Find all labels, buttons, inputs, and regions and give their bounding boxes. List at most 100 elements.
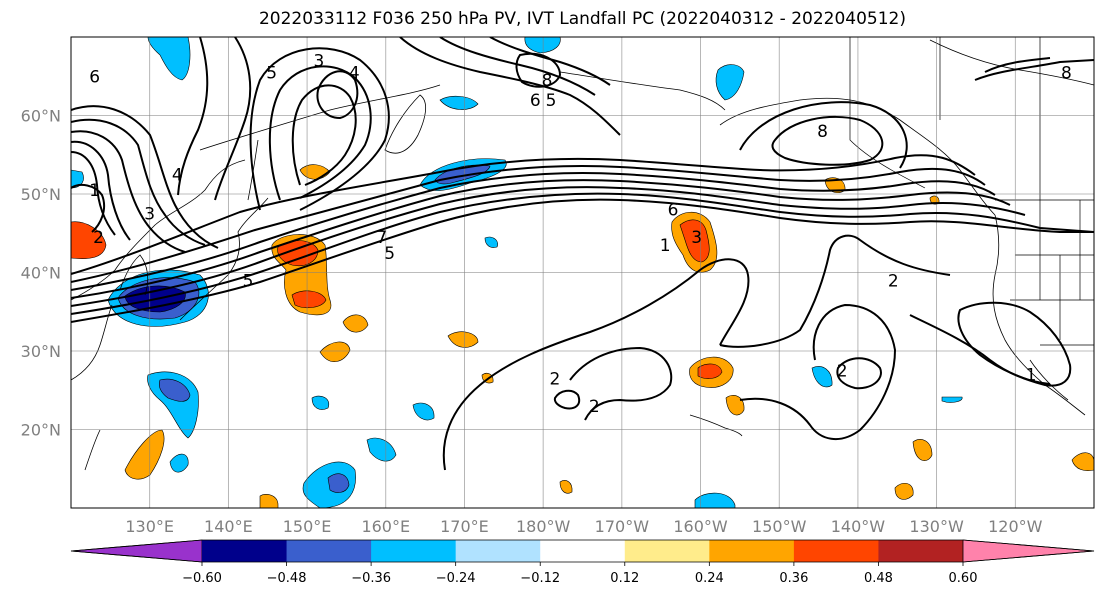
gridlines	[71, 37, 1094, 508]
pv-patch-positive-scs	[124, 429, 165, 480]
contour-label: 5	[546, 91, 557, 111]
colorbar-segment	[793, 540, 879, 562]
contour-label: 8	[817, 122, 828, 142]
contour-jet-2	[71, 192, 1094, 315]
contour-label: 3	[144, 205, 155, 225]
pv-patch-negative-small3	[941, 396, 963, 403]
latitude-tick-labels: 60°N 50°N 40°N 30°N 20°N	[21, 107, 61, 440]
colorbar-tick-label: 0.12	[610, 571, 639, 586]
pv-patch-positive-p3	[447, 331, 479, 348]
contour-label: 2	[93, 228, 104, 248]
colorbar-segment	[455, 540, 541, 562]
contour-label: 3	[691, 228, 702, 248]
colorbar-segment	[878, 540, 964, 562]
coastline-japan	[179, 197, 269, 321]
contour-subtropic-4	[957, 301, 1072, 387]
map-frame	[70, 36, 1095, 509]
contour-jet-4	[71, 179, 1011, 299]
contour-low-3	[291, 84, 357, 186]
pv-patch-negative-pac3	[412, 402, 435, 421]
colorbar-segment	[286, 540, 372, 562]
longitude-tick-label: 140°E	[204, 517, 253, 536]
ivt-contours	[71, 37, 1094, 471]
contour-alaska-high	[771, 116, 884, 166]
contour-arctic-2	[439, 37, 596, 96]
coastline-kamchatka	[384, 94, 427, 154]
contour-jet-7	[71, 154, 976, 275]
contour-label: 4	[349, 63, 360, 83]
longitude-tick-label: 170°E	[440, 517, 489, 536]
contour-north-2	[71, 118, 206, 246]
pv-patch-negative-pac6	[169, 453, 189, 473]
longitude-tick-label: 120°W	[988, 517, 1043, 536]
coastline-asia-east	[71, 159, 246, 301]
pv-patch-positive-p2	[342, 314, 369, 333]
contour-low-5	[214, 37, 252, 201]
contour-label: 8	[1061, 63, 1072, 83]
longitude-tick-label: 150°E	[283, 517, 332, 536]
border-canada-prov	[939, 37, 1041, 200]
coastline-korea	[119, 254, 149, 296]
pv-patch-negative-pac4	[811, 366, 833, 388]
contour-north-3	[71, 130, 186, 253]
latitude-tick-label: 60°N	[21, 107, 61, 126]
contour-label: 1	[1026, 366, 1037, 386]
longitude-tick-label: 160°E	[361, 517, 410, 536]
contour-north-1	[71, 105, 219, 249]
colorbar-tick-label: −0.24	[436, 571, 476, 586]
longitude-tick-label: 130°W	[909, 517, 964, 536]
pv-patch-positive-p6	[1071, 452, 1094, 471]
pv-patch-negative-small1	[311, 395, 330, 410]
contour-low-1	[249, 47, 390, 211]
contour-label: 5	[266, 63, 277, 83]
contour-label: 2	[589, 397, 600, 417]
contour-subtropic-3	[739, 303, 897, 440]
pv-patch-positive-west	[71, 221, 107, 259]
colorbar-tick-label: −0.48	[267, 571, 307, 586]
contour-ne-1	[974, 59, 1094, 81]
contour-label: 2	[888, 271, 899, 291]
contour-closed-2b	[553, 389, 581, 410]
pv-patch-negative-alaska	[715, 64, 745, 101]
contour-subtropic-5	[909, 314, 1051, 385]
contour-subtropic-1	[442, 258, 750, 471]
contour-alaska-2	[739, 101, 908, 169]
colorbar-segment	[540, 540, 626, 562]
contour-low-4	[316, 70, 359, 120]
contour-jet-1	[71, 198, 1094, 323]
colorbar-extend-high	[962, 539, 1095, 563]
pv-patch-positive-p11	[559, 480, 573, 494]
latitude-tick-label: 50°N	[21, 185, 61, 204]
pv-patch-positive-p12	[894, 482, 914, 500]
coastline-philippines	[84, 429, 101, 471]
colorbar-extend-low	[70, 539, 203, 563]
pv-patch-negative-small2	[484, 236, 498, 248]
longitude-tick-labels: 130°E 140°E 150°E 160°E 170°E 180°W 170°W 160°W…	[125, 517, 1042, 536]
contour-low-2	[268, 65, 372, 201]
colorbar-tick-label: 0.36	[779, 571, 808, 586]
coastline-hawaii	[689, 414, 743, 437]
contour-jet-6	[71, 165, 986, 283]
longitude-tick-label: 160°W	[673, 517, 728, 536]
pv-patch-negative-pac2	[366, 437, 397, 462]
contour-label: 5	[384, 244, 395, 264]
pv-patch-positive-hawaii-core	[697, 363, 723, 379]
coastline-canada	[929, 39, 1094, 86]
pv-patch-positive-p5	[912, 439, 933, 461]
longitude-tick-label: 150°W	[752, 517, 807, 536]
longitude-tick-label: 140°W	[831, 517, 886, 536]
contour-label: 6	[668, 201, 679, 221]
pv-shading	[71, 37, 1094, 508]
colorbar-tick-label: −0.36	[351, 571, 391, 586]
latitude-tick-label: 20°N	[21, 421, 61, 440]
map-title: 2022033112 F036 250 hPa PV, IVT Landfall…	[258, 9, 906, 29]
contour-label: 1	[660, 236, 671, 256]
pv-patch-negative-north2	[524, 37, 561, 54]
contour-label: 8	[542, 71, 553, 91]
pv-patch-positive-kuril-core	[277, 240, 319, 267]
borders	[849, 37, 1094, 346]
contour-label: 2	[550, 369, 561, 389]
